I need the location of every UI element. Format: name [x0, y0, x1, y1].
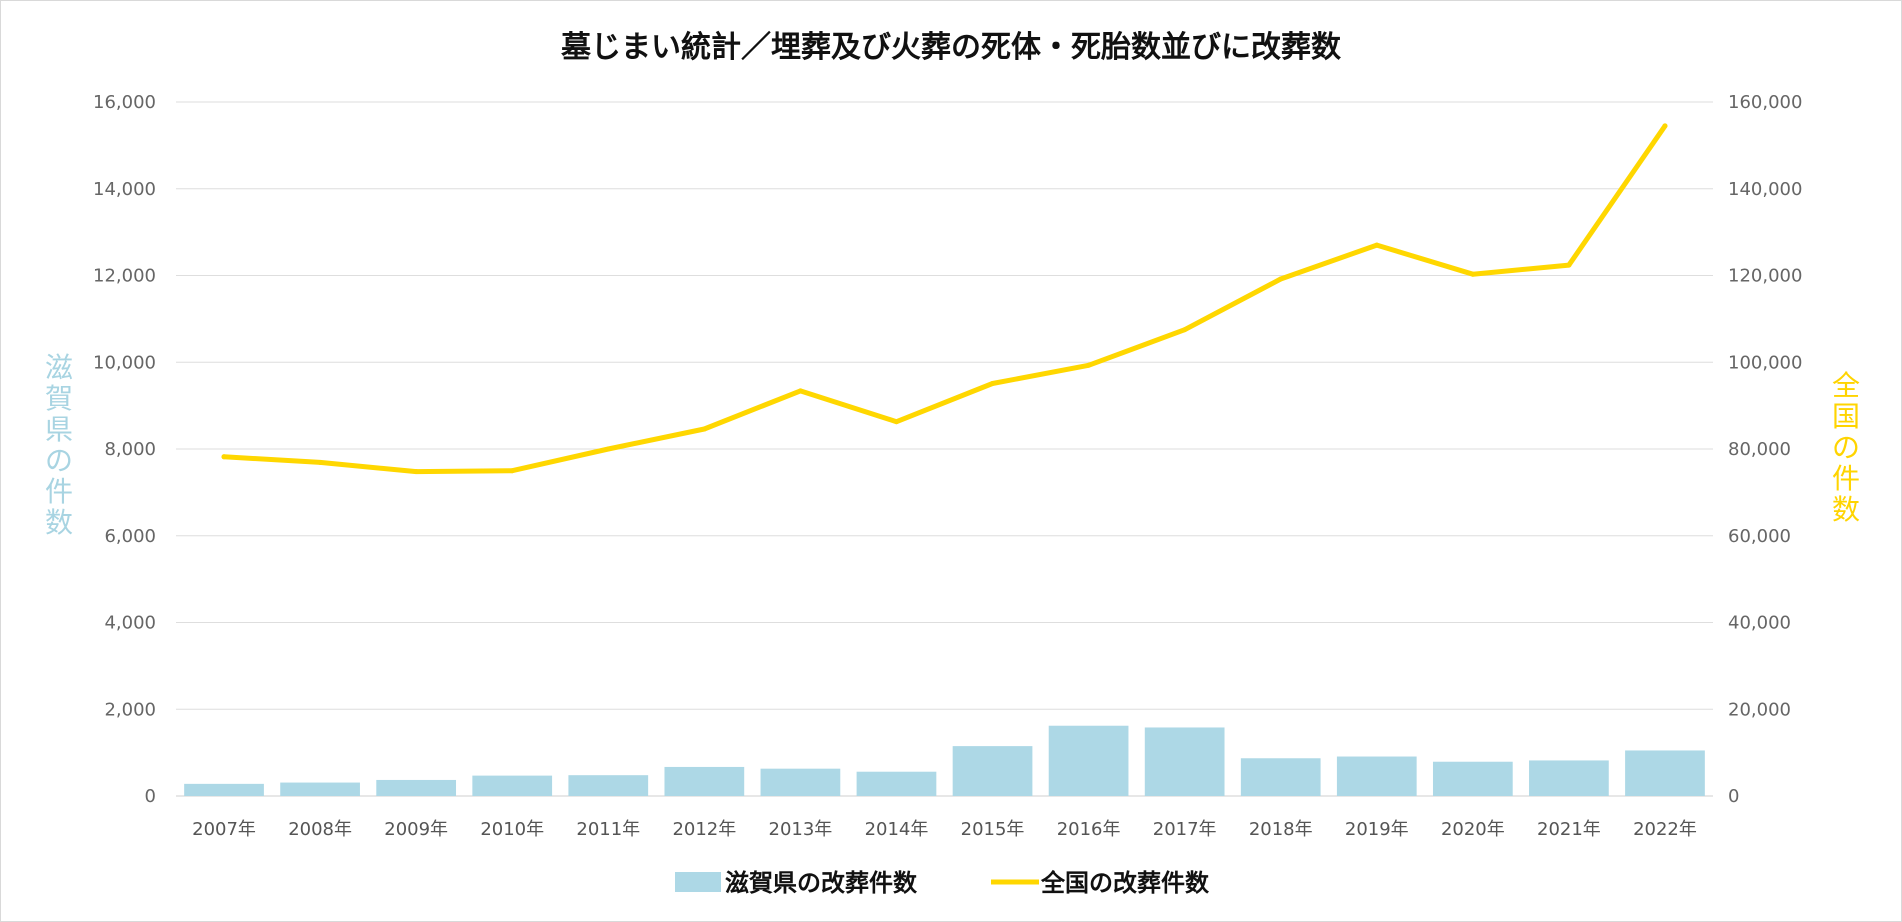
left-tick-label: 10,000 — [93, 352, 156, 373]
left-tick-label: 6,000 — [104, 526, 156, 547]
line-point — [1662, 123, 1668, 129]
right-tick-label: 20,000 — [1728, 699, 1791, 720]
bar — [280, 782, 360, 796]
right-tick-label: 120,000 — [1728, 266, 1802, 287]
line-point — [701, 426, 707, 432]
legend-swatch-bar — [675, 872, 721, 892]
right-axis-label-text: 全国の件数 — [1832, 369, 1860, 526]
left-axis-label: 滋賀県の件数 — [45, 351, 73, 539]
x-tick-label: 2008年 — [288, 819, 352, 840]
bar — [376, 779, 457, 796]
bar — [856, 771, 937, 796]
bar — [952, 746, 1033, 796]
bar — [664, 766, 745, 796]
bar — [1529, 760, 1609, 796]
x-tick-label: 2022年 — [1633, 819, 1697, 840]
left-tick-label: 2,000 — [104, 699, 156, 720]
left-tick-label: 0 — [145, 786, 156, 807]
right-tick-label: 80,000 — [1728, 439, 1791, 460]
bar-series — [184, 725, 1705, 796]
legend: 滋賀県の改葬件数 全国の改葬件数 — [675, 869, 1210, 897]
right-tick-label: 100,000 — [1728, 352, 1802, 373]
bar — [1336, 756, 1417, 796]
chart-title: 墓じまい統計／埋葬及び火葬の死体・死胎数並びに改葬数 — [560, 30, 1342, 65]
right-tick-label: 40,000 — [1728, 613, 1791, 634]
bar — [1625, 750, 1705, 796]
x-tick-label: 2016年 — [1057, 819, 1121, 840]
left-tick-label: 4,000 — [104, 613, 156, 634]
line-point — [797, 388, 803, 394]
right-axis-label: 全国の件数 — [1832, 369, 1860, 526]
line-point — [221, 454, 227, 460]
x-tick-label: 2018年 — [1249, 819, 1313, 840]
right-tick-label: 140,000 — [1728, 179, 1802, 200]
x-tick-label: 2019年 — [1345, 819, 1409, 840]
bar — [1432, 761, 1513, 796]
left-tick-label: 14,000 — [93, 179, 156, 200]
legend-label-line: 全国の改葬件数 — [1040, 869, 1210, 897]
line-point — [1470, 271, 1476, 277]
legend-label-bar: 滋賀県の改葬件数 — [725, 869, 918, 897]
bar — [1240, 758, 1321, 796]
bar — [760, 768, 841, 796]
x-tick-label: 2014年 — [865, 819, 929, 840]
bar — [1048, 725, 1129, 796]
line-point — [990, 381, 996, 387]
gridlines — [176, 101, 1713, 797]
line-series — [221, 123, 1668, 475]
x-tick-label: 2010年 — [480, 819, 544, 840]
left-axis-ticks: 0 2,000 4,000 6,000 8,000 10,000 12,000 14,000 1… — [93, 92, 156, 807]
x-tick-label: 2015年 — [961, 819, 1025, 840]
x-tick-label: 2011年 — [576, 819, 640, 840]
line-point — [317, 459, 323, 465]
left-axis-label-text: 滋賀県の件数 — [45, 351, 73, 539]
x-tick-label: 2020年 — [1441, 819, 1505, 840]
right-tick-label: 160,000 — [1728, 92, 1802, 113]
x-tick-label: 2007年 — [192, 819, 256, 840]
left-tick-label: 16,000 — [93, 92, 156, 113]
x-tick-label: 2017年 — [1153, 819, 1217, 840]
x-tick-label: 2013年 — [769, 819, 833, 840]
line-point — [1566, 262, 1572, 268]
line-point — [1374, 242, 1380, 248]
line-point — [509, 468, 515, 474]
line-point — [413, 469, 419, 475]
bar — [1144, 727, 1225, 796]
line-path — [221, 123, 1668, 475]
x-axis-ticks: 2007年 2008年 2009年 2010年 2011年 2012年 2013年 2014年… — [192, 819, 1697, 840]
bar — [184, 783, 264, 796]
right-axis-ticks: 0 20,000 40,000 60,000 80,000 100,000 120,000 1… — [1728, 92, 1802, 807]
line-point — [893, 419, 899, 425]
line-point — [1182, 327, 1188, 333]
left-tick-label: 8,000 — [104, 439, 156, 460]
x-tick-label: 2009年 — [384, 819, 448, 840]
line-point — [1086, 362, 1092, 368]
bar — [568, 775, 649, 796]
left-tick-label: 12,000 — [93, 266, 156, 287]
x-tick-label: 2012年 — [672, 819, 736, 840]
line-point — [605, 446, 611, 452]
x-tick-label: 2021年 — [1537, 819, 1601, 840]
line-point — [1278, 276, 1284, 282]
bar — [472, 775, 553, 796]
right-tick-label: 0 — [1728, 786, 1739, 807]
right-tick-label: 60,000 — [1728, 526, 1791, 547]
